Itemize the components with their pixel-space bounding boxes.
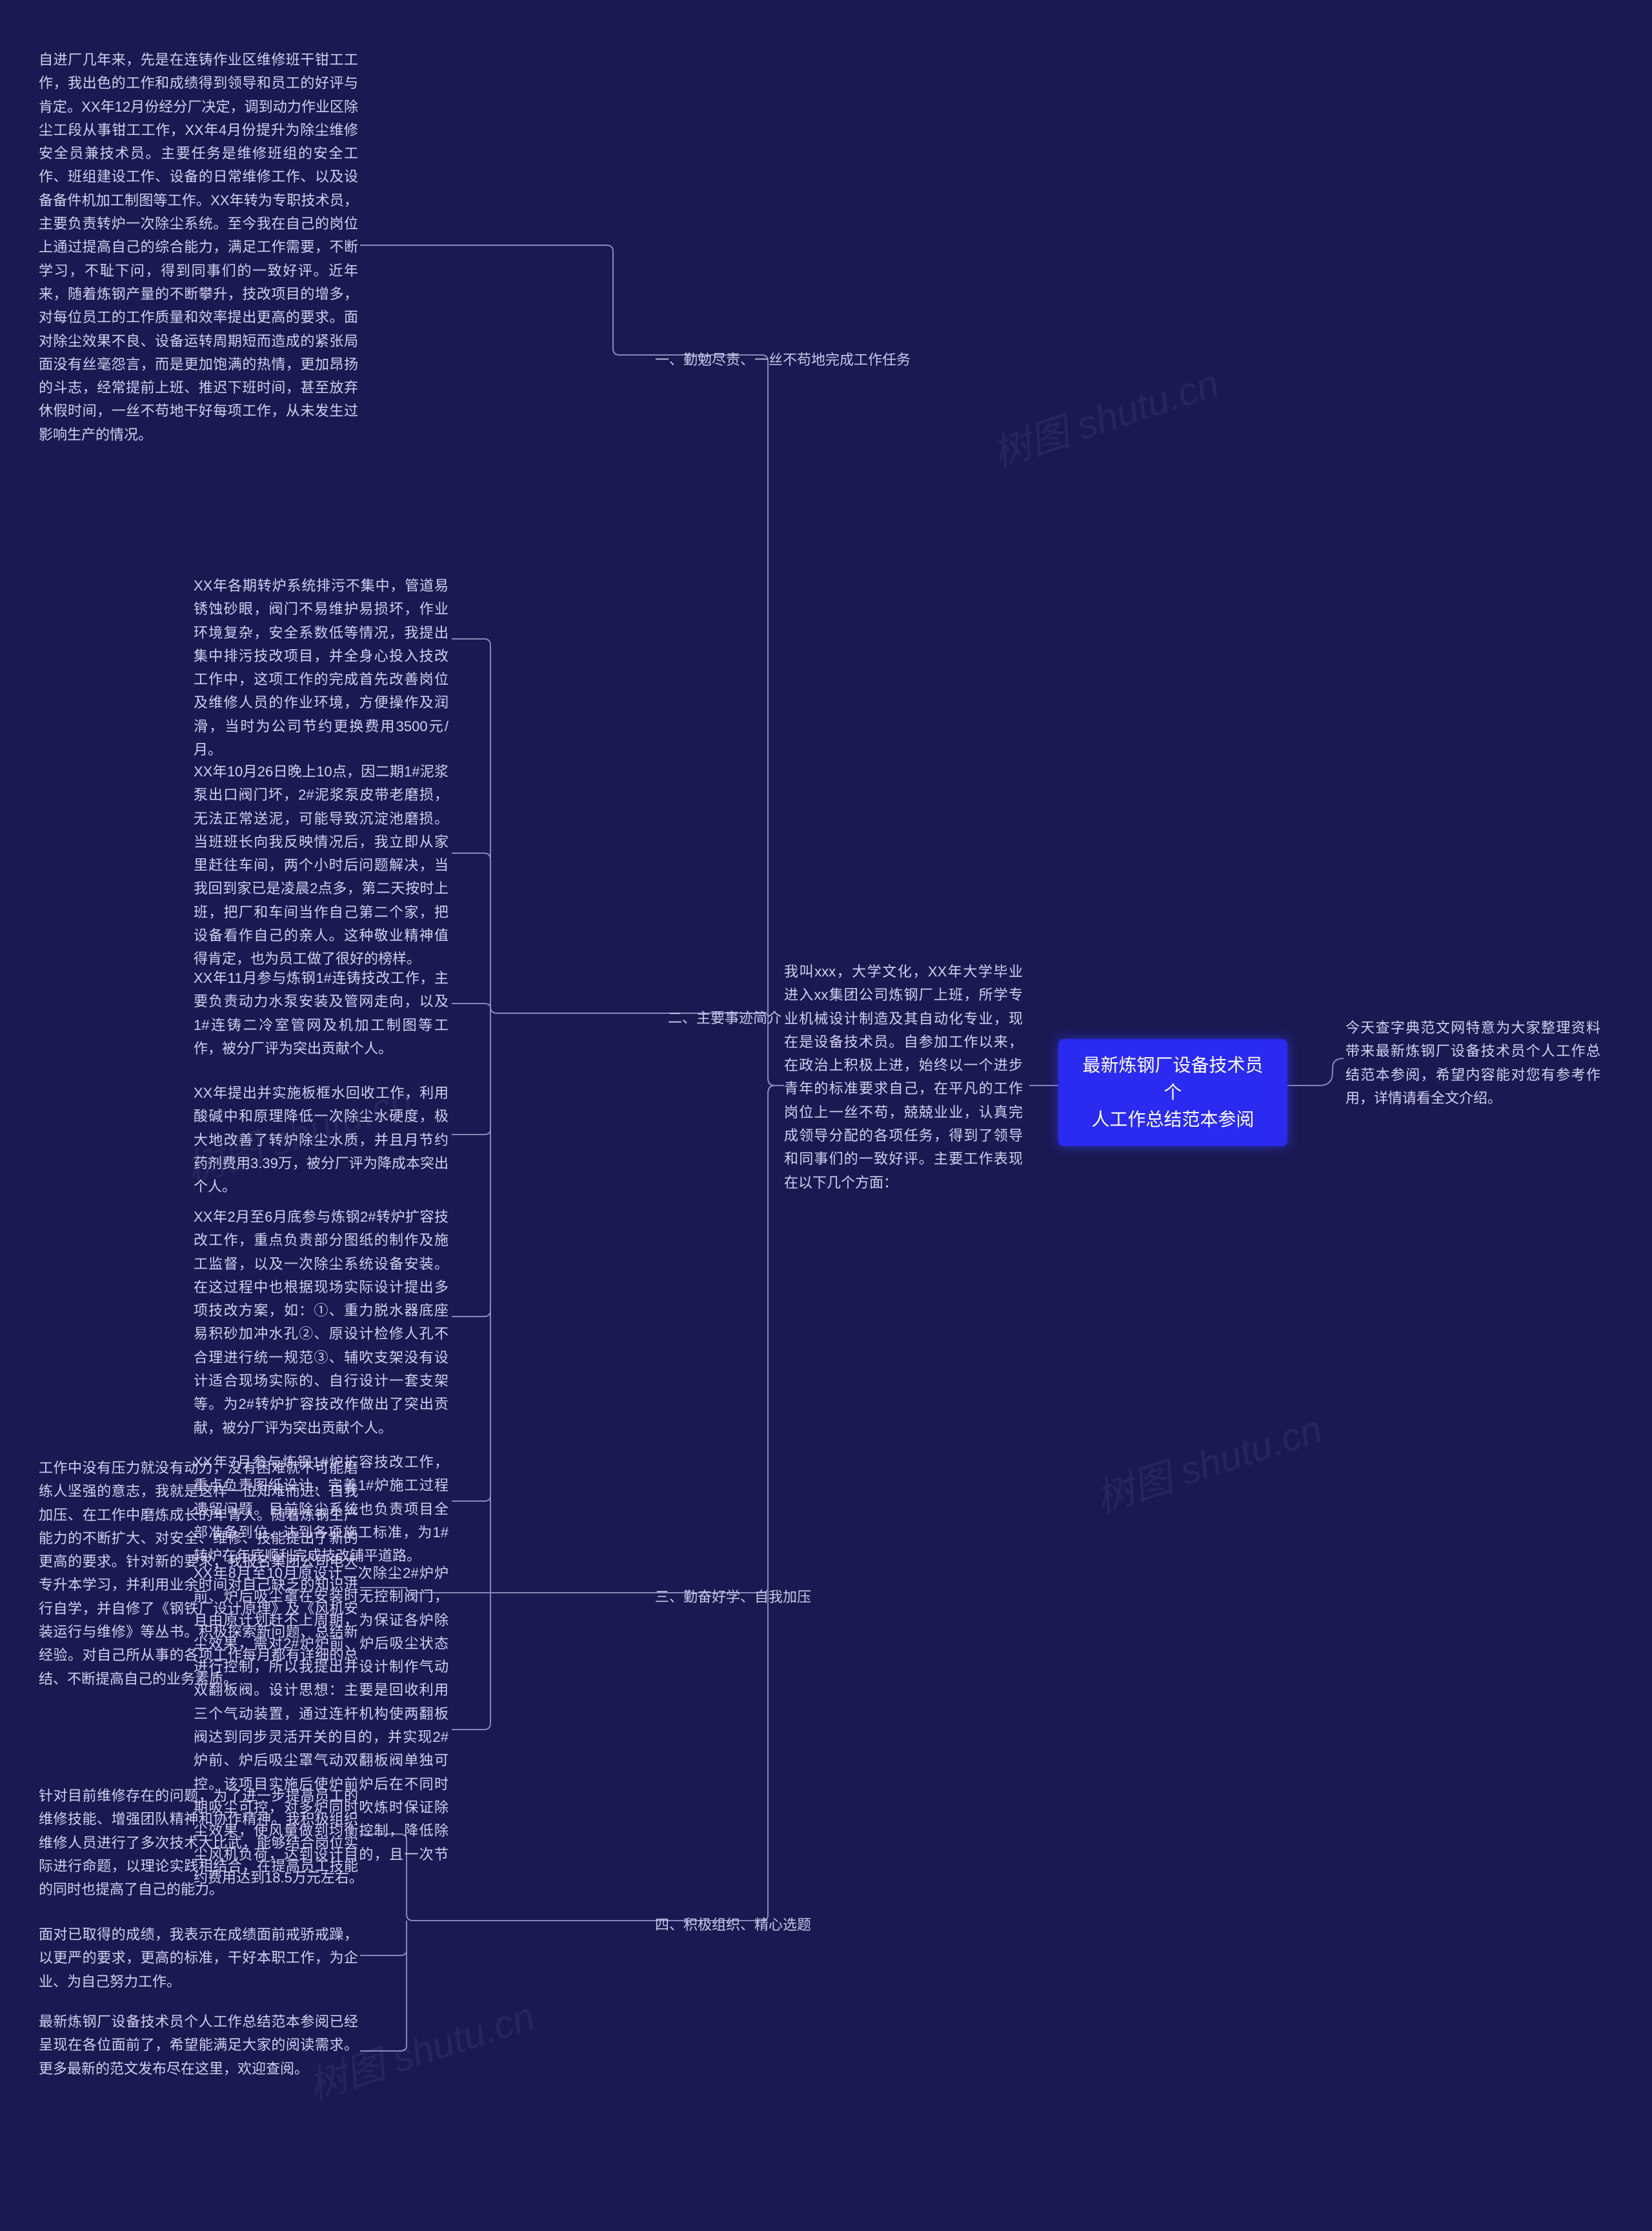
connector-line (360, 1921, 407, 1955)
center-line2: 人工作总结范本参阅 (1091, 1109, 1254, 1129)
section-2-label: 二、主要事迹简介 (668, 1007, 781, 1030)
section-2-item: XX年11月参与炼钢1#连铸技改工作，主要负责动力水泵安装及管网走向，以及1#连… (194, 967, 448, 1060)
section-2-item: XX年10月26日晚上10点，因二期1#泥浆泵出口阀门坏，2#泥浆泵皮带老磨损，… (194, 760, 448, 971)
section-4-item: 针对目前维修存在的问题，为了进一步提高员工的维修技能、增强团队精神和协作精神。我… (39, 1784, 358, 1901)
connector-line (360, 1921, 407, 2051)
connector-line (452, 1013, 490, 1501)
section-2-item: XX年2月至6月底参与炼钢2#转炉扩容技改工作，重点负责部分图纸的制作及施工监督… (194, 1206, 448, 1440)
connector-line (452, 639, 668, 1013)
connector-line (360, 245, 655, 355)
section-1-label: 一、勤勉尽责、一丝不苟地完成工作任务 (655, 348, 911, 372)
connector-line (452, 853, 490, 1013)
connector-line (452, 1013, 490, 1135)
section-4-item: 最新炼钢厂设备技术员个人工作总结范本参阅已经呈现在各位面前了，希望能满足大家的阅… (39, 2010, 358, 2081)
connector-line (452, 1004, 490, 1013)
section-4-item: 面对已取得的成绩，我表示在成绩面前戒骄戒躁，以更严的要求，更高的标准，干好本职工… (39, 1923, 358, 1994)
connector-line (452, 1013, 490, 1317)
section-3-label: 三、勤奋好学、自我加压 (655, 1586, 811, 1609)
watermark: 树图 shutu.cn (1087, 1398, 1328, 1524)
right-note: 今天查字典范文网特意为大家整理资料带来最新炼钢厂设备技术员个人工作总结范本参阅，… (1345, 1016, 1600, 1110)
connector-line (655, 1085, 784, 1593)
connector-line (655, 1085, 784, 1921)
section-3-text: 工作中没有压力就没有动力，没有困难就不可能磨练人坚强的意志，我就是这样一位知难而… (39, 1457, 358, 1691)
section-4-label: 四、积极组织、精心选题 (655, 1913, 811, 1937)
intro-text: 我叫xxx，大学文化，XX年大学毕业进入xx集团公司炼钢厂上班，所学专业机械设计… (784, 960, 1023, 1195)
section-2-item: XX年提出并实施板框水回收工作，利用酸碱中和原理降低一次除尘水硬度，极大地改善了… (194, 1082, 448, 1198)
center-title: 最新炼钢厂设备技术员个 人工作总结范本参阅 (1058, 1039, 1287, 1146)
watermark: 树图 shutu.cn (984, 352, 1225, 478)
connector-line (1287, 1058, 1344, 1085)
connector-line (452, 1013, 490, 1730)
connector-line (655, 355, 784, 1085)
section-1-text: 自进厂几年来，先是在连铸作业区维修班干钳工工作，我出色的工作和成绩得到领导和员工… (39, 48, 358, 447)
section-2-item: XX年各期转炉系统排污不集中，管道易锈蚀砂眼，阀门不易维护易损坏，作业环境复杂，… (194, 574, 448, 762)
center-line1: 最新炼钢厂设备技术员个 (1082, 1055, 1263, 1102)
